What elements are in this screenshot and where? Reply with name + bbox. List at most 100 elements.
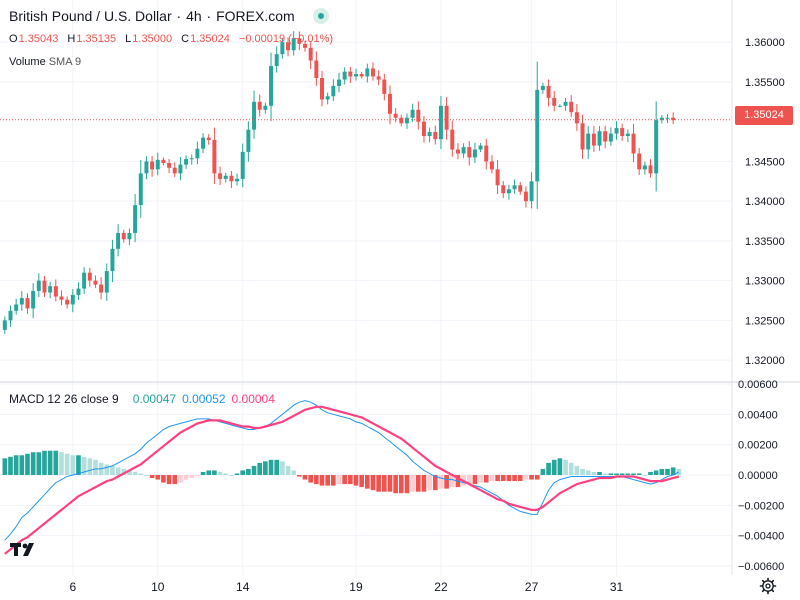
candle-body	[489, 161, 494, 170]
candle-body	[82, 272, 87, 289]
price-axis[interactable]: 1.36000 1.35500 1.34500 1.34000 1.33500 1.330…	[745, 37, 785, 367]
macd-histogram-bar	[557, 458, 563, 475]
candle-body	[416, 109, 421, 122]
candle-body	[263, 105, 268, 110]
macd-histogram-bar	[631, 473, 636, 475]
candle-body	[563, 101, 568, 106]
candle-body	[303, 43, 307, 48]
macd-histogram-bar	[178, 475, 183, 483]
candle-body	[138, 173, 143, 206]
candle-body	[167, 163, 172, 168]
symbol-title[interactable]: British Pound / U.S. Dollar · 4h · FOREX…	[9, 8, 329, 24]
candle-body	[229, 175, 234, 182]
signal-line	[4, 405, 680, 555]
candle-body	[552, 97, 557, 106]
macd-histogram-bar	[348, 475, 353, 485]
macd-histogram-bar	[636, 473, 642, 475]
macd-histogram-bar	[568, 462, 574, 475]
macd-histogram-bar	[81, 456, 87, 475]
macd-label: MACD	[9, 392, 45, 406]
macd-histogram-bar	[138, 473, 144, 475]
candle-body	[506, 189, 511, 194]
open-label: O	[9, 33, 18, 45]
low-value: 1.35000	[132, 33, 173, 45]
macd-histogram-bar	[427, 475, 432, 491]
macd-histogram-bar	[206, 470, 212, 475]
candle-body	[320, 78, 324, 100]
macd-histogram-bar	[625, 473, 631, 475]
macd-histogram-bar	[42, 450, 47, 475]
macd-histogram-bar	[608, 473, 614, 475]
candle-body	[218, 173, 223, 179]
macd-histogram-bar	[597, 471, 602, 475]
candle-body	[19, 298, 24, 305]
macd-histogram-bar	[336, 475, 342, 485]
candle-body	[25, 298, 30, 309]
macd-histogram-bar	[76, 455, 81, 475]
volume-legend[interactable]: Volume SMA 9	[9, 56, 81, 68]
candle-body	[591, 133, 596, 146]
candle-body	[70, 294, 75, 305]
candle-body	[42, 280, 47, 293]
macd-histogram-bar	[285, 465, 291, 475]
signal-value: 0.00052	[182, 392, 226, 406]
candle-body	[189, 158, 194, 160]
macd-histogram-bar	[110, 465, 115, 475]
macd-histogram-bar	[574, 465, 580, 475]
candle-body	[546, 85, 551, 98]
macd-histogram-bar	[200, 471, 206, 475]
macd-histogram-bar	[325, 475, 330, 486]
candle-body	[280, 42, 285, 55]
candle-body	[365, 68, 370, 77]
macd-histogram-bar	[149, 475, 155, 479]
market-status-icon[interactable]	[312, 8, 329, 24]
macd-histogram-bar	[404, 475, 410, 494]
macd-tick-label: 0.00600	[738, 379, 778, 391]
candle-body	[371, 68, 375, 77]
macd-legend[interactable]: MACD 12 26 close 9 0.00047 0.00052 0.00004	[9, 392, 275, 406]
candle-body	[65, 299, 70, 305]
macd-histogram-bar	[393, 475, 398, 494]
candle-body	[535, 89, 540, 182]
macd-histogram-bar	[70, 455, 76, 475]
candle-body	[557, 105, 562, 107]
macd-histogram-bar	[161, 475, 166, 483]
candle-body	[155, 159, 160, 170]
macd-histogram-bar	[13, 455, 19, 475]
macd-histogram-bar	[172, 475, 178, 485]
macd-histogram-bar	[444, 475, 449, 489]
time-tick-label: 19	[349, 580, 363, 594]
close-label: C	[181, 33, 190, 45]
candle-body	[36, 280, 41, 291]
macd-histogram-bar	[189, 475, 195, 479]
macd-histogram-bar	[659, 468, 665, 475]
macd-histogram-bar	[432, 475, 438, 491]
macd-histogram-bar	[229, 475, 234, 476]
macd-histogram-bar	[472, 475, 478, 485]
high-value: 1.35135	[76, 33, 117, 45]
candle-body	[348, 71, 353, 77]
macd-axis[interactable]: 0.00600 0.00400 0.00200 0.00000 −0.00200 −0.0…	[738, 379, 784, 573]
macd-histogram-bar	[376, 475, 381, 492]
candle-body	[472, 149, 477, 158]
macd-histogram-bar	[387, 475, 393, 492]
tradingview-logo-icon[interactable]	[10, 540, 38, 560]
macd-tick-label: 0.00000	[738, 470, 778, 482]
candle-body	[297, 38, 302, 44]
candle-body	[665, 117, 670, 119]
price-tick-label: 1.34000	[745, 196, 785, 208]
price-tick-label: 1.35500	[745, 77, 785, 89]
macd-histogram-bar	[240, 470, 246, 475]
candle-body	[659, 117, 664, 121]
macd-histogram-bar	[478, 475, 483, 483]
time-axis[interactable]: 6 10 14 19 22 27 31	[69, 580, 623, 594]
candle-body	[337, 79, 341, 86]
candle-body	[195, 148, 200, 159]
macd-histogram-bar	[19, 455, 25, 475]
macd-histogram-bar	[104, 464, 110, 475]
candle-body	[116, 232, 121, 249]
gear-icon[interactable]	[759, 577, 777, 595]
candle-body	[529, 181, 534, 202]
macd-histogram-bar	[308, 475, 314, 483]
